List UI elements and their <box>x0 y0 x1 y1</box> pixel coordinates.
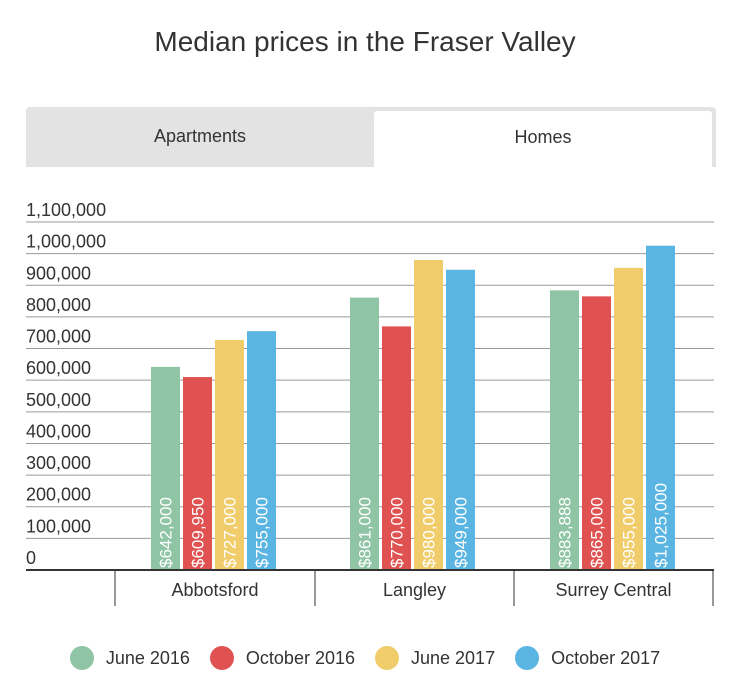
bar <box>247 331 276 570</box>
y-tick-label: 0 <box>26 548 36 568</box>
legend-item-october-2017[interactable]: October 2017 <box>515 646 660 670</box>
y-tick-label: 400,000 <box>26 421 91 441</box>
bar <box>614 267 643 570</box>
legend-swatch-october-2016 <box>209 646 234 670</box>
bar <box>183 377 212 570</box>
y-tick-label: 500,000 <box>26 390 91 410</box>
y-tick-label: 800,000 <box>26 295 91 315</box>
legend-swatch-october-2017 <box>515 646 540 670</box>
bar-value-label: $980,000 <box>420 497 439 568</box>
bar <box>151 366 180 570</box>
y-tick-label: 100,000 <box>26 516 91 536</box>
bar-value-label: $955,000 <box>620 497 639 568</box>
y-tick-label: 700,000 <box>26 327 91 347</box>
bar <box>382 326 411 570</box>
bar-value-label: $642,000 <box>157 497 176 568</box>
bar <box>215 340 244 570</box>
y-tick-label: 200,000 <box>26 485 91 505</box>
legend-item-june-2016[interactable]: June 2016 <box>69 646 190 670</box>
x-tick-label: Langley <box>383 580 446 600</box>
bar-value-label: $883,888 <box>556 497 575 568</box>
legend-label-june-2016: June 2016 <box>105 647 190 668</box>
bar-chart: 0 100,000 200,000 300,000 400,000 500,000 600,… <box>26 200 714 606</box>
bar <box>646 245 675 570</box>
y-tick-label: 300,000 <box>26 453 91 473</box>
bar-value-label: $865,000 <box>588 497 607 568</box>
bar-value-label: $727,000 <box>221 497 240 568</box>
bar <box>582 296 611 570</box>
chart-legend: June 2016 October 2016 June 2017 October… <box>0 640 730 676</box>
tab-bar: Apartments Homes <box>26 107 716 167</box>
legend-label-october-2016: October 2016 <box>245 647 355 668</box>
legend-item-october-2016[interactable]: October 2016 <box>209 646 355 670</box>
bar-value-label: $861,000 <box>356 497 375 568</box>
legend-swatch-june-2017 <box>375 646 399 670</box>
bar-value-label: $770,000 <box>388 497 407 568</box>
x-tick-label: Abbotsford <box>171 580 258 600</box>
bar <box>414 259 443 570</box>
legend-label-october-2017: October 2017 <box>551 647 661 668</box>
bar <box>446 269 475 570</box>
legend-item-june-2017[interactable]: June 2017 <box>375 646 495 670</box>
bar <box>350 297 379 570</box>
x-tick-label: Surrey Central <box>555 580 671 600</box>
y-tick-label: 1,100,000 <box>26 200 106 220</box>
y-tick-label: 600,000 <box>26 358 91 378</box>
y-tick-label: 900,000 <box>26 263 91 283</box>
bar <box>550 290 579 570</box>
bar-value-label: $949,000 <box>452 497 471 568</box>
bar-value-label: $609,950 <box>189 497 208 568</box>
y-tick-label: 1,000,000 <box>26 232 106 252</box>
chart-title: Median prices in the Fraser Valley <box>154 26 576 57</box>
legend-swatch-june-2016 <box>69 646 94 670</box>
bar-value-label: $1,025,000 <box>652 483 671 568</box>
legend-label-june-2017: June 2017 <box>411 647 496 668</box>
bar-value-label: $755,000 <box>253 497 272 568</box>
tab-homes[interactable]: Homes <box>374 111 712 167</box>
tab-apartments[interactable]: Apartments <box>153 126 247 146</box>
